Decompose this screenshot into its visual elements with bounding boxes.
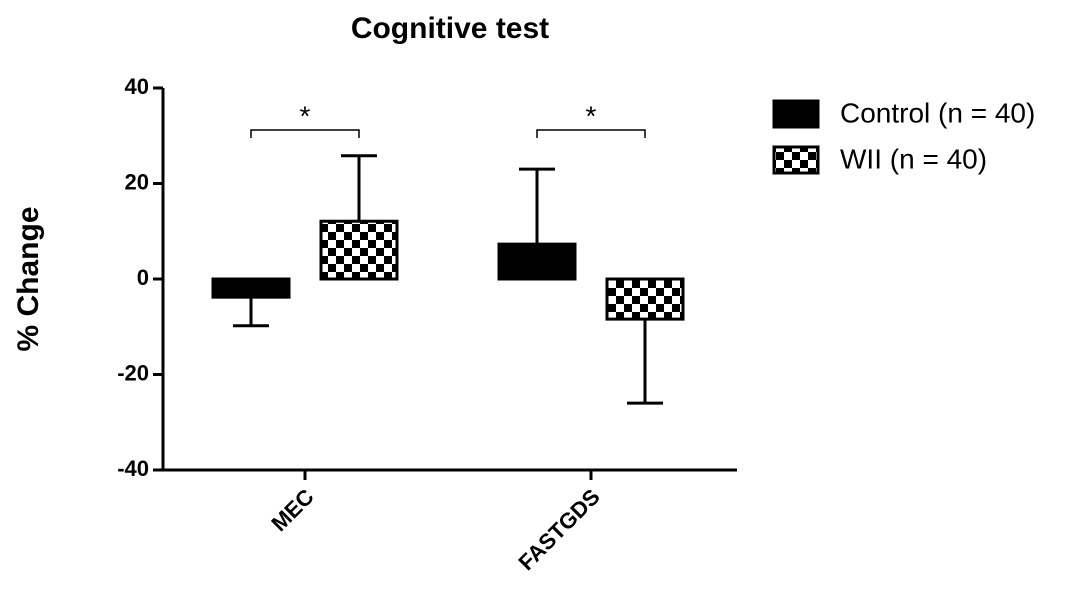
y-tick-label: 0 xyxy=(137,265,149,290)
y-tick-label: -20 xyxy=(117,360,149,385)
bar xyxy=(319,219,399,281)
legend-swatch xyxy=(772,145,820,175)
x-tick-label: MEC xyxy=(266,484,318,536)
significance-label: * xyxy=(300,100,311,131)
y-tick-label: -40 xyxy=(117,456,149,481)
legend-label: Control (n = 40) xyxy=(840,97,1035,128)
significance-label: * xyxy=(586,100,597,131)
y-tick-label: 40 xyxy=(125,74,149,99)
legend-label: WII (n = 40) xyxy=(840,143,987,174)
y-axis-label: % Change xyxy=(12,206,45,351)
significance-bracket xyxy=(536,129,646,138)
bar xyxy=(211,277,291,299)
legend-swatch xyxy=(772,99,820,129)
bar xyxy=(605,277,685,321)
significance-bracket xyxy=(250,129,360,138)
chart-title: Cognitive test xyxy=(351,12,549,45)
y-tick-label: 20 xyxy=(125,169,149,194)
bar xyxy=(497,242,577,281)
x-tick-label: FASTGDS xyxy=(513,484,604,575)
